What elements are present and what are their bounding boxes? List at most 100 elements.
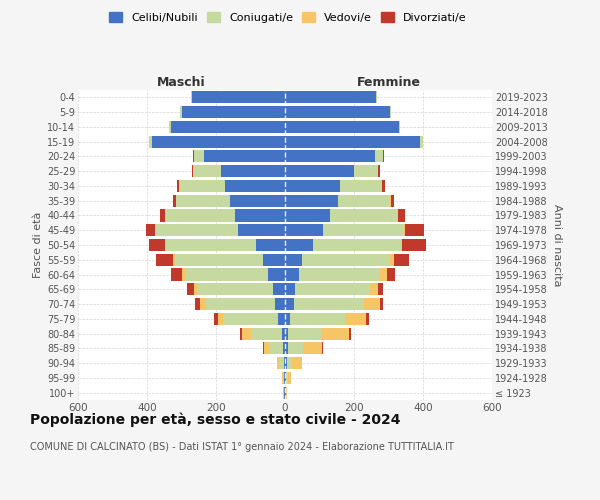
Bar xyxy=(398,210,405,222)
Bar xyxy=(285,150,374,162)
Bar xyxy=(285,180,340,192)
Bar xyxy=(176,194,230,207)
Bar xyxy=(191,92,192,104)
Bar xyxy=(263,254,285,266)
Y-axis label: Fasce di età: Fasce di età xyxy=(32,212,43,278)
Bar xyxy=(165,239,166,251)
Bar xyxy=(295,283,370,296)
Bar xyxy=(165,210,166,222)
Bar xyxy=(256,239,285,251)
Bar xyxy=(391,194,394,207)
Bar xyxy=(394,254,409,266)
Bar xyxy=(349,328,350,340)
Bar xyxy=(155,224,238,236)
Bar xyxy=(419,136,423,147)
Bar xyxy=(383,150,384,162)
Bar xyxy=(166,239,256,251)
Bar xyxy=(285,106,390,118)
Bar xyxy=(405,224,424,236)
Bar xyxy=(285,386,286,398)
Bar xyxy=(286,372,288,384)
Bar xyxy=(193,150,194,162)
Bar xyxy=(330,210,397,222)
Bar xyxy=(285,283,295,296)
Bar xyxy=(322,342,323,354)
Bar xyxy=(285,372,286,384)
Bar xyxy=(224,180,285,192)
Bar xyxy=(152,136,285,147)
Bar xyxy=(302,254,390,266)
Bar xyxy=(404,224,405,236)
Text: COMUNE DI CALCINATO (BS) - Dati ISTAT 1° gennaio 2024 - Elaborazione TUTTITALIA.: COMUNE DI CALCINATO (BS) - Dati ISTAT 1°… xyxy=(30,442,454,452)
Bar xyxy=(197,283,273,296)
Bar xyxy=(289,328,321,340)
Bar xyxy=(286,386,287,398)
Bar xyxy=(285,92,376,104)
Bar xyxy=(285,239,313,251)
Bar xyxy=(185,268,268,280)
Text: Femmine: Femmine xyxy=(356,76,421,88)
Bar xyxy=(206,298,275,310)
Bar xyxy=(380,298,383,310)
Bar xyxy=(288,372,291,384)
Bar xyxy=(275,298,285,310)
Bar xyxy=(230,194,285,207)
Bar xyxy=(285,165,354,177)
Bar xyxy=(149,136,152,147)
Text: Maschi: Maschi xyxy=(157,76,206,88)
Bar xyxy=(214,313,218,325)
Bar xyxy=(181,106,182,118)
Bar xyxy=(285,342,288,354)
Bar xyxy=(273,283,285,296)
Bar xyxy=(173,254,175,266)
Bar xyxy=(283,372,284,384)
Bar xyxy=(182,268,185,280)
Bar xyxy=(338,194,390,207)
Bar xyxy=(397,210,398,222)
Bar xyxy=(354,165,378,177)
Bar xyxy=(288,342,303,354)
Bar xyxy=(387,268,395,280)
Bar xyxy=(149,239,165,251)
Bar xyxy=(323,224,404,236)
Bar xyxy=(285,313,290,325)
Bar xyxy=(285,121,399,133)
Bar xyxy=(403,239,427,251)
Bar xyxy=(194,283,197,296)
Bar xyxy=(364,298,380,310)
Bar xyxy=(299,268,380,280)
Bar xyxy=(187,283,194,296)
Bar xyxy=(401,239,403,251)
Bar xyxy=(290,313,346,325)
Bar xyxy=(285,328,289,340)
Bar xyxy=(269,342,283,354)
Bar xyxy=(175,254,263,266)
Bar xyxy=(200,298,206,310)
Bar xyxy=(313,239,401,251)
Bar xyxy=(285,210,330,222)
Bar xyxy=(285,136,419,147)
Y-axis label: Anni di nascita: Anni di nascita xyxy=(551,204,562,286)
Bar xyxy=(281,328,285,340)
Bar xyxy=(146,224,155,236)
Bar xyxy=(169,121,171,133)
Bar xyxy=(283,342,285,354)
Bar xyxy=(287,357,292,369)
Bar xyxy=(155,254,173,266)
Bar xyxy=(390,254,394,266)
Bar xyxy=(284,372,285,384)
Bar xyxy=(268,268,285,280)
Bar xyxy=(284,357,285,369)
Bar xyxy=(196,298,200,310)
Bar xyxy=(374,150,383,162)
Bar xyxy=(166,210,235,222)
Bar xyxy=(279,357,284,369)
Bar xyxy=(292,357,302,369)
Bar xyxy=(303,342,322,354)
Bar xyxy=(240,328,242,340)
Bar xyxy=(218,313,223,325)
Bar xyxy=(285,298,293,310)
Bar xyxy=(285,194,338,207)
Bar xyxy=(265,342,269,354)
Bar xyxy=(283,386,284,398)
